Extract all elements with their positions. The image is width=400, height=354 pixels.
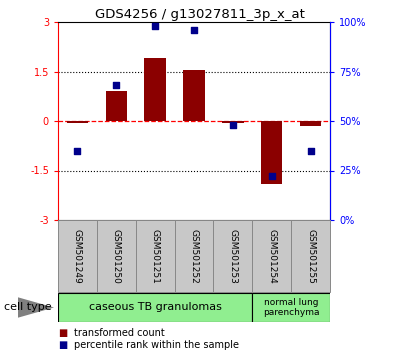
Text: GSM501249: GSM501249 <box>73 229 82 283</box>
Bar <box>252 220 291 292</box>
Text: GDS4256 / g13027811_3p_x_at: GDS4256 / g13027811_3p_x_at <box>95 8 305 21</box>
Point <box>113 82 120 88</box>
Text: GSM501253: GSM501253 <box>228 229 237 284</box>
Bar <box>67 121 88 122</box>
Bar <box>58 220 97 292</box>
Bar <box>58 293 252 322</box>
Text: normal lung
parenchyma: normal lung parenchyma <box>263 298 319 317</box>
Text: GSM501251: GSM501251 <box>151 229 160 284</box>
Bar <box>144 58 166 121</box>
Point <box>268 173 275 179</box>
Bar <box>136 220 174 292</box>
Text: ■: ■ <box>58 328 67 338</box>
Bar <box>106 91 127 121</box>
Point <box>307 148 314 154</box>
Text: GSM501254: GSM501254 <box>267 229 276 283</box>
Point <box>191 27 197 33</box>
Text: transformed count: transformed count <box>74 328 165 338</box>
Text: GSM501250: GSM501250 <box>112 229 121 284</box>
Text: percentile rank within the sample: percentile rank within the sample <box>74 340 239 350</box>
Bar <box>214 220 252 292</box>
Bar <box>300 121 321 126</box>
Point <box>230 122 236 128</box>
Bar <box>174 220 214 292</box>
Text: GSM501255: GSM501255 <box>306 229 315 284</box>
Bar <box>261 121 282 184</box>
Text: caseous TB granulomas: caseous TB granulomas <box>89 303 222 313</box>
Bar <box>183 70 205 121</box>
Bar <box>291 220 330 292</box>
Point <box>152 23 158 29</box>
Bar <box>222 121 244 122</box>
Text: cell type: cell type <box>4 303 52 313</box>
Text: ■: ■ <box>58 340 67 350</box>
Text: GSM501252: GSM501252 <box>190 229 198 283</box>
Bar <box>252 293 330 322</box>
Bar <box>97 220 136 292</box>
Point <box>74 148 81 154</box>
Polygon shape <box>18 297 54 318</box>
